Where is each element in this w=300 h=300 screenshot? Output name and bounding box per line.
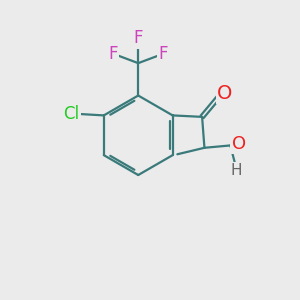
- Text: F: F: [134, 29, 143, 47]
- Text: H: H: [230, 163, 242, 178]
- Text: Cl: Cl: [63, 105, 80, 123]
- Text: F: F: [108, 45, 118, 63]
- Text: O: O: [232, 135, 246, 153]
- Text: O: O: [218, 84, 233, 103]
- Text: F: F: [158, 45, 168, 63]
